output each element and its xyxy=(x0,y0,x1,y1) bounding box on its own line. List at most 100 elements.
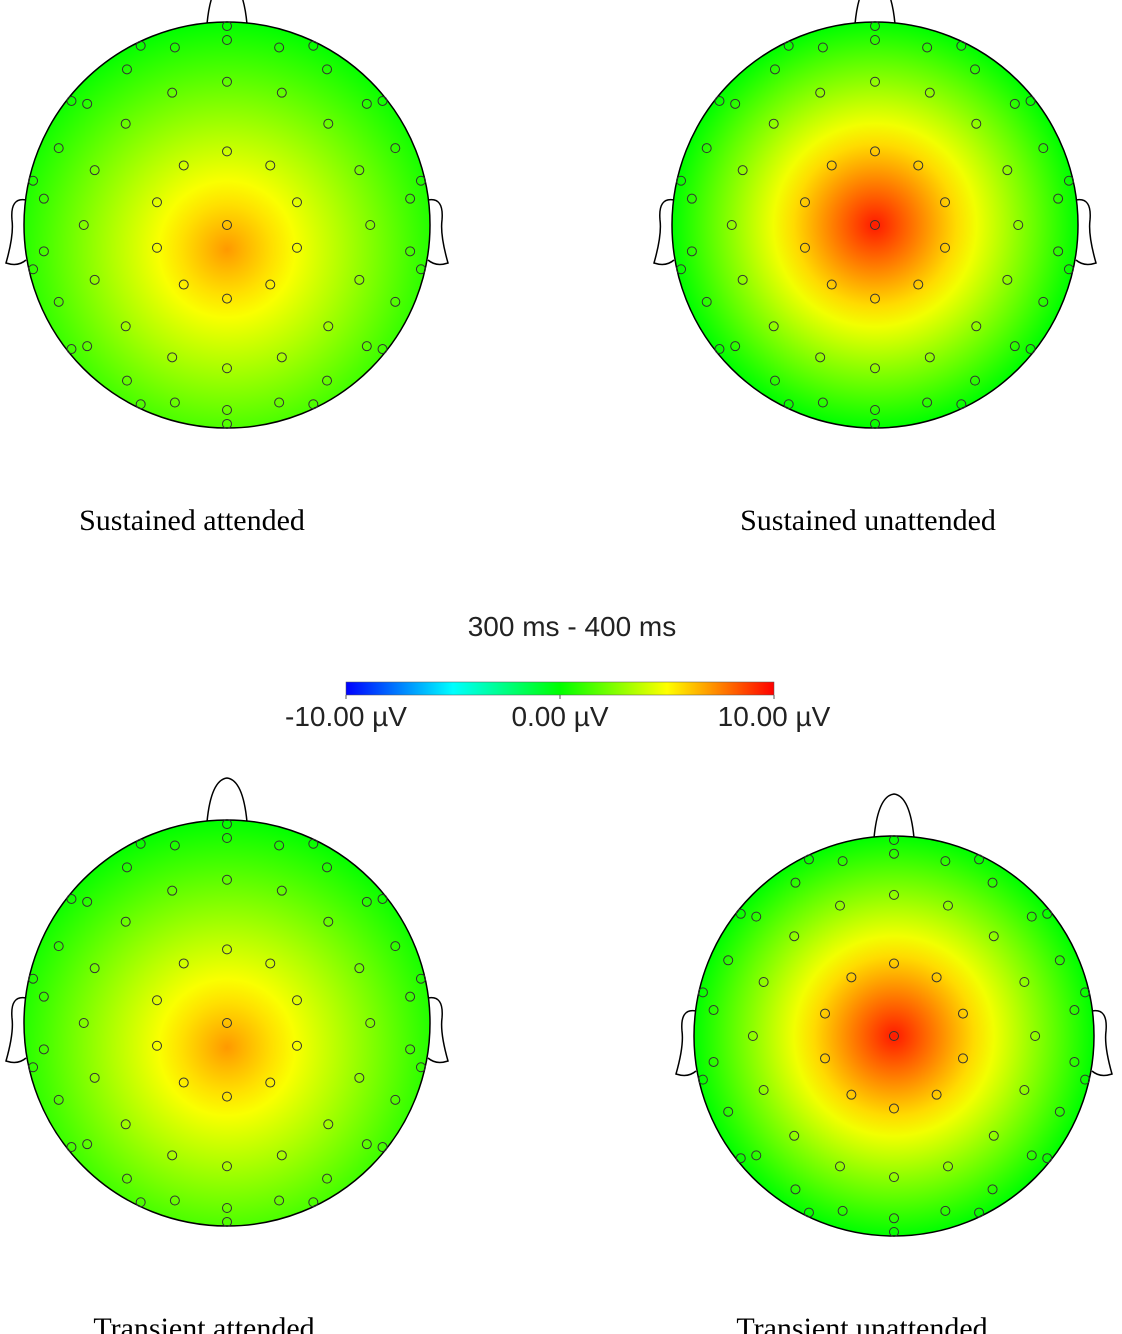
electrode xyxy=(78,220,89,230)
electrode xyxy=(390,143,401,154)
electrode xyxy=(789,931,800,942)
electrode xyxy=(889,889,899,900)
electrode xyxy=(970,64,981,75)
electrode xyxy=(943,900,954,911)
electrode xyxy=(723,955,734,966)
electrode xyxy=(783,399,794,410)
electrode xyxy=(826,279,837,290)
electrode xyxy=(89,165,100,176)
colorbar xyxy=(345,681,775,696)
electrode xyxy=(924,352,935,363)
topomap xyxy=(5,0,449,429)
electrode xyxy=(354,963,365,974)
electrode xyxy=(323,916,334,927)
electrode xyxy=(817,397,828,408)
electrode xyxy=(789,1130,800,1141)
electrode xyxy=(178,279,189,290)
electrode xyxy=(276,352,287,363)
electrode xyxy=(89,1072,100,1083)
electrode xyxy=(747,1031,758,1041)
title: 300 ms - 400 ms xyxy=(468,611,677,642)
electrode xyxy=(222,418,232,429)
electrode xyxy=(1026,911,1037,922)
electrode xyxy=(222,944,232,955)
electrode xyxy=(1009,341,1020,352)
electrode xyxy=(167,885,178,896)
electrode xyxy=(405,246,416,257)
electrode xyxy=(222,1216,232,1227)
electrode xyxy=(1069,1005,1080,1016)
electrode xyxy=(405,193,416,204)
electrode xyxy=(1042,1153,1053,1164)
electrode xyxy=(790,1184,801,1195)
electrode xyxy=(361,341,372,352)
electrode xyxy=(222,34,232,45)
electrode xyxy=(988,931,999,942)
electrode xyxy=(415,973,426,984)
electrode xyxy=(971,321,982,332)
ear xyxy=(427,198,449,266)
electrode xyxy=(974,1207,985,1218)
electrode xyxy=(415,175,426,186)
ear xyxy=(1091,1009,1113,1077)
nose xyxy=(206,777,248,823)
electrode xyxy=(167,352,178,363)
electrode xyxy=(686,246,697,257)
electrode xyxy=(837,1205,848,1216)
electrode xyxy=(730,98,741,109)
electrode xyxy=(323,118,334,129)
electrode xyxy=(846,972,857,983)
electrode xyxy=(169,1195,180,1206)
electrode xyxy=(82,896,93,907)
nose xyxy=(854,0,896,25)
electrode xyxy=(377,893,388,904)
electrode xyxy=(308,40,319,51)
electrode xyxy=(1013,220,1024,230)
electrode xyxy=(708,1056,719,1067)
scalp-map xyxy=(23,819,431,1227)
electrode xyxy=(66,1142,77,1153)
electrode xyxy=(701,143,712,154)
electrode xyxy=(714,95,725,106)
electrode xyxy=(390,296,401,307)
colorbar-label: 10.00 µV xyxy=(718,701,831,732)
electrode xyxy=(28,264,39,275)
electrode xyxy=(913,160,924,171)
electrode xyxy=(377,1142,388,1153)
colorbar-label: 0.00 µV xyxy=(511,701,608,732)
electrode xyxy=(361,896,372,907)
electrode xyxy=(1054,1106,1065,1117)
electrode xyxy=(276,885,287,896)
electrode xyxy=(723,1106,734,1117)
nose xyxy=(206,0,248,25)
electrode xyxy=(38,193,49,204)
electrode xyxy=(870,293,880,304)
electrode xyxy=(390,941,401,952)
electrode xyxy=(870,405,880,416)
electrode xyxy=(167,87,178,98)
electrode xyxy=(66,95,77,106)
electrode xyxy=(956,40,967,51)
electrode xyxy=(82,341,93,352)
electrode xyxy=(987,1184,998,1195)
electrode xyxy=(365,220,376,230)
electrode xyxy=(415,1062,426,1073)
electrode xyxy=(714,344,725,355)
electrode xyxy=(974,854,985,865)
electrode xyxy=(730,341,741,352)
electrode xyxy=(169,397,180,408)
electrode xyxy=(178,958,189,969)
electrode xyxy=(120,916,131,927)
electrode xyxy=(308,1197,319,1208)
electrode xyxy=(292,197,303,208)
electrode xyxy=(66,344,77,355)
electrode xyxy=(222,832,232,843)
ear xyxy=(653,198,675,266)
electrode xyxy=(354,274,365,285)
electrode xyxy=(222,21,232,32)
electrode xyxy=(265,958,276,969)
electrode xyxy=(846,1089,857,1100)
electrode xyxy=(686,193,697,204)
electrode xyxy=(89,274,100,285)
